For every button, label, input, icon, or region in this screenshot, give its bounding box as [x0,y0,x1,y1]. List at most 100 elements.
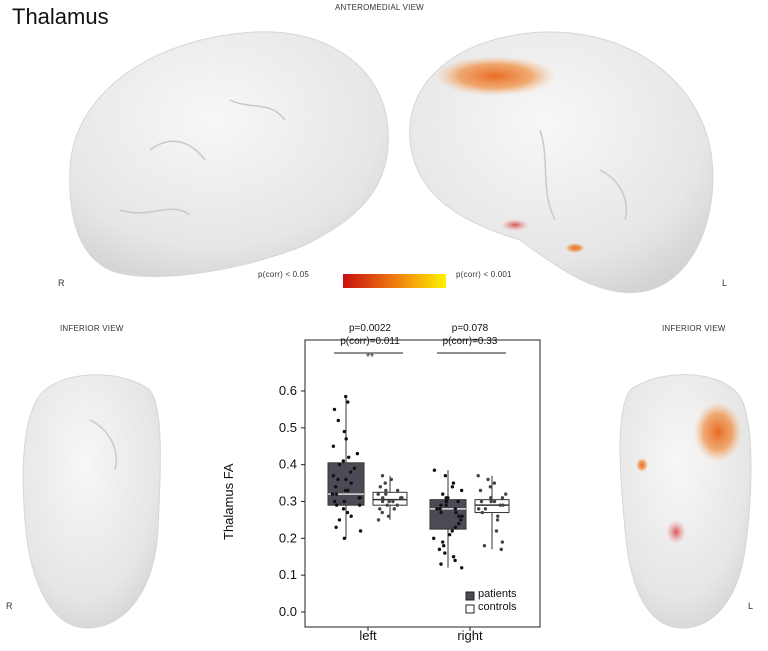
data-point [435,507,439,511]
legend-controls: controls [478,601,517,613]
data-point [378,485,383,489]
data-point [438,507,442,511]
data-point [444,499,449,504]
data-point [349,481,353,485]
data-point [478,488,483,493]
data-point [341,459,346,463]
figure-title: Thalamus [12,4,109,29]
y-tick-label: 0.3 [279,494,297,509]
data-point [453,507,457,511]
data-point [334,485,338,489]
data-point [432,468,437,472]
data-point [341,507,346,511]
data-point [331,444,336,448]
data-point [386,514,391,518]
data-point [337,518,342,522]
data-point [355,451,360,456]
view-label-inferior-right: INFERIOR VIEW [662,324,726,333]
data-point [343,488,348,493]
data-point [346,455,351,459]
data-point [336,418,341,423]
data-point [432,536,436,541]
data-point [380,510,384,515]
data-point [482,544,487,548]
data-point [476,507,481,511]
data-point [456,499,460,504]
data-point [384,488,388,493]
data-point [460,514,464,518]
legend-marker-patients [465,591,475,601]
data-point [459,566,464,570]
data-point [492,499,497,504]
data-point [453,525,458,529]
data-point [332,407,337,412]
data-point [454,510,458,515]
data-point [447,532,452,537]
y-tick-label: 0.4 [279,457,297,472]
x-tick-right: right [457,628,483,643]
side-label-r-bottom: R [6,601,13,611]
data-point [376,518,381,522]
data-point [495,518,500,522]
data-point [334,492,338,496]
data-point [489,499,493,504]
data-point [376,492,380,496]
y-tick-label: 0.0 [279,604,297,619]
data-point [395,488,400,493]
data-point [352,466,357,471]
data-point [330,492,335,496]
data-point [439,503,443,507]
y-tick-label: 0.5 [279,420,297,435]
data-point [504,492,508,496]
thalamus-left-anteromedial [409,31,714,294]
data-point [486,477,490,482]
data-point [342,429,346,434]
pvalue-right: p=0.078 [451,323,489,334]
data-point [441,540,445,544]
data-point [437,547,442,552]
data-point [459,518,463,522]
data-point [344,477,348,482]
data-point [450,529,454,533]
data-point [349,470,353,474]
data-point [443,551,447,555]
data-point [494,529,499,533]
data-point [336,477,340,482]
data-point [395,503,399,507]
data-point [349,514,353,518]
data-point [342,536,347,541]
side-label-r-top: R [58,278,65,288]
data-point [346,400,350,404]
data-point [451,481,456,485]
legend-marker-controls [465,604,475,614]
sig-left: ** [366,352,374,363]
data-point [391,499,395,504]
data-point [483,507,488,511]
data-point [387,499,391,504]
data-point [496,514,500,518]
data-point [453,558,457,563]
y-tick-label: 0.1 [279,567,297,582]
data-point [337,462,342,467]
data-point [345,510,350,515]
data-point [357,503,362,507]
colorbar-high-label: p(corr) < 0.001 [456,270,512,279]
data-point [442,544,446,548]
patients-box-right [429,499,467,530]
y-tick-label: 0.2 [279,530,297,545]
data-point [380,499,385,504]
data-point [439,510,443,515]
data-point [344,394,348,399]
data-point [443,474,448,478]
thalamus-right-anteromedial [69,31,389,277]
data-point [399,496,403,500]
data-point [392,507,396,511]
data-point [499,547,503,552]
data-point [476,474,480,478]
legend-patients: patients [478,588,517,600]
thalamus-left-inferior [619,374,752,629]
data-point [457,521,461,526]
data-point [384,492,388,496]
data-point [457,514,461,518]
